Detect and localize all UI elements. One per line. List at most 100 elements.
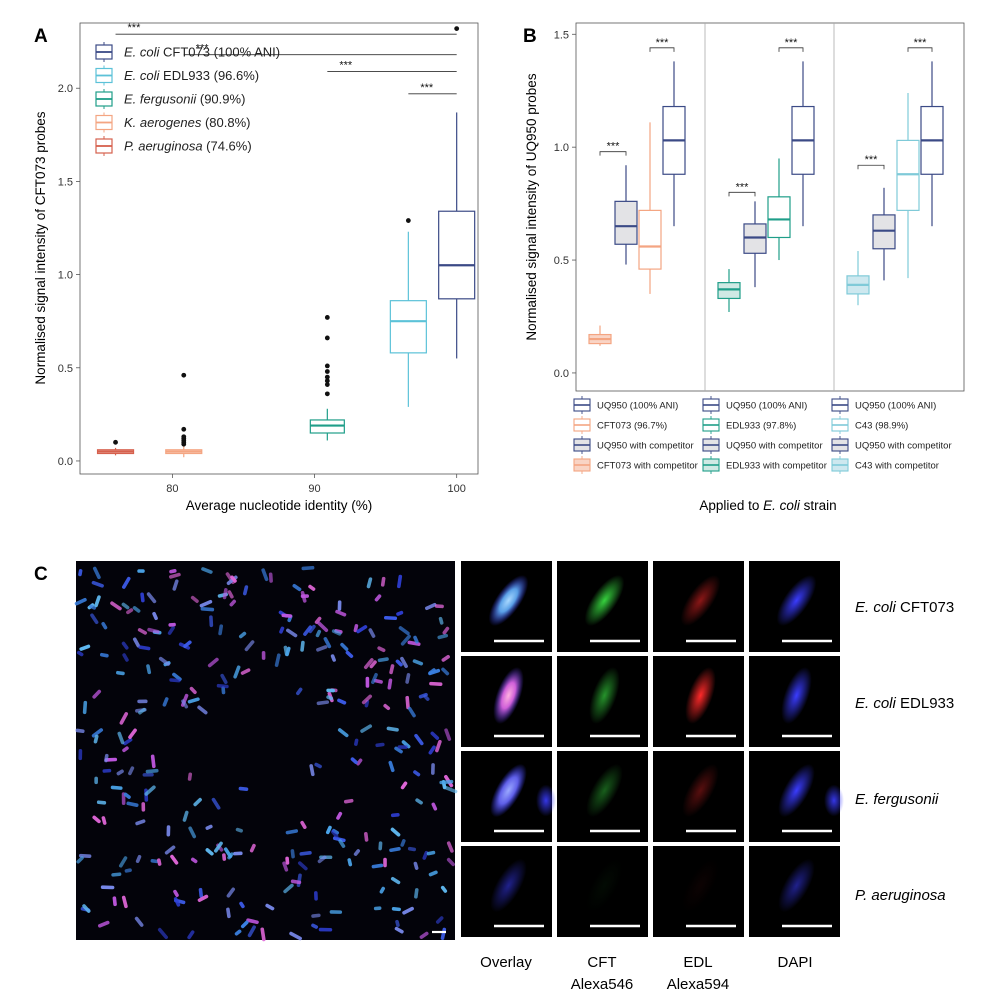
bacterium-cell <box>428 870 438 877</box>
bacterium-cell <box>285 646 291 657</box>
bacterium-cell <box>137 699 148 704</box>
bacterium-cell <box>187 697 200 704</box>
box-fergusonii <box>309 408 345 441</box>
panel-c-row-label: E. coli CFT073 <box>855 599 954 616</box>
cell-signal <box>781 667 812 724</box>
panel-a-y-axis-label: Normalised signal intensity of CFT073 pr… <box>33 111 48 384</box>
significance-label: *** <box>785 37 799 49</box>
significance-bracket <box>778 47 804 52</box>
bacterium-cell <box>314 616 322 624</box>
bacterium-cell <box>394 926 404 934</box>
bacterium-cell <box>297 861 308 871</box>
panel-a-axis-ticks: 0.0 0.5 1.0 1.5 2.0 80 90 100 <box>58 83 466 495</box>
bacterium-cell <box>397 574 403 589</box>
bacterium-cell <box>317 621 329 633</box>
bacterium-cell <box>390 812 400 818</box>
panel-c-column-label-sub: Alexa594 <box>667 976 730 993</box>
bacterium-cell <box>227 590 234 599</box>
cell-signal <box>682 858 719 913</box>
bacterium-cell <box>190 857 198 864</box>
bacterium-cell <box>428 668 441 676</box>
bacterium-cell <box>141 802 146 812</box>
outlier-point <box>324 382 330 387</box>
box-competitor_stroke <box>614 165 638 265</box>
bacterium-cell <box>243 585 249 596</box>
bacterium-cell <box>300 640 305 652</box>
bacterium-cell <box>188 826 197 839</box>
bacterium-cell <box>418 692 428 699</box>
cell-signal <box>490 858 527 913</box>
bacterium-cell <box>315 629 322 638</box>
bacterium-cell <box>439 779 454 785</box>
bacterium-cell <box>235 827 243 833</box>
legend-label: P. aeruginosa (74.6%) <box>124 139 252 154</box>
bacterium-cell <box>238 631 247 639</box>
significance-label: *** <box>736 181 750 193</box>
bacterium-cell <box>331 629 342 636</box>
bacterium-cell <box>122 653 129 662</box>
bacterium-cell <box>391 906 401 912</box>
panel-c-row-label: P. aeruginosa <box>855 887 946 904</box>
box-body <box>717 282 741 300</box>
bacterium-cell <box>383 857 387 868</box>
box-aerogenes <box>165 446 203 458</box>
bacterium-cell <box>446 841 454 853</box>
bacterium-cell <box>311 913 321 918</box>
bacterium-cell <box>343 798 354 804</box>
panel-a-significance: *** *** *** *** <box>115 22 457 95</box>
legend-label-italic: E. fergusonii <box>124 92 197 107</box>
box-body <box>743 223 767 254</box>
bacterium-cell <box>197 705 208 715</box>
bacterium-cell <box>137 569 145 573</box>
box-body <box>896 139 920 211</box>
bacterium-cell <box>240 668 251 675</box>
bacterium-cell <box>396 610 404 616</box>
significance-bracket <box>857 164 885 170</box>
bacterium-cell <box>142 772 154 777</box>
bacterium-cell <box>413 861 419 870</box>
bacterium-cell <box>268 572 273 583</box>
bacterium-cell <box>378 841 383 851</box>
bacterium-cell <box>308 584 316 591</box>
bacterium-cell <box>260 927 266 942</box>
box-body <box>438 210 476 300</box>
box-body <box>614 200 638 245</box>
bacterium-cell <box>397 745 408 749</box>
bacterium-cell <box>168 622 176 627</box>
bacterium-cell <box>214 841 223 853</box>
outlier-point <box>324 363 330 369</box>
bacterium-cell <box>309 764 315 777</box>
bacterium-cell <box>170 854 179 865</box>
bacterium-cell <box>189 686 197 695</box>
significance-label: *** <box>420 82 434 94</box>
bacterium-cell <box>157 927 168 940</box>
bacterium-cell <box>299 851 312 856</box>
bacterium-cell <box>197 894 209 903</box>
cell-signal <box>493 667 524 724</box>
bacterium-cell <box>94 595 101 608</box>
y-tick-label: 0.0 <box>58 456 73 468</box>
box-cft073 <box>920 61 944 227</box>
bacterium-cell <box>336 811 343 820</box>
legend-label: EDL933 with competitor <box>726 461 827 472</box>
bacterium-cell <box>216 683 229 689</box>
significance-label: *** <box>128 22 142 34</box>
bacterium-cell <box>118 856 128 868</box>
bacterium-cell <box>94 776 98 785</box>
bacterium-cell <box>415 798 423 805</box>
bacterium-cell <box>207 657 219 668</box>
bacterium-cell <box>150 859 159 864</box>
x-tick-label: 90 <box>308 483 320 495</box>
bacterium-cell <box>279 626 285 634</box>
cell-signal <box>685 667 716 724</box>
panel-b-x-axis-label: Applied to E. coli strain <box>699 498 836 513</box>
legend-label: UQ950 (100% ANI) <box>597 401 678 412</box>
y-tick-label: 0.5 <box>58 363 73 375</box>
bacterium-cell <box>388 760 395 773</box>
bacterium-cell <box>200 607 215 612</box>
bacterium-cell <box>91 580 104 588</box>
bacterium-cell <box>354 738 359 746</box>
box-c43 <box>896 92 920 279</box>
bacterium-cell <box>230 575 237 583</box>
